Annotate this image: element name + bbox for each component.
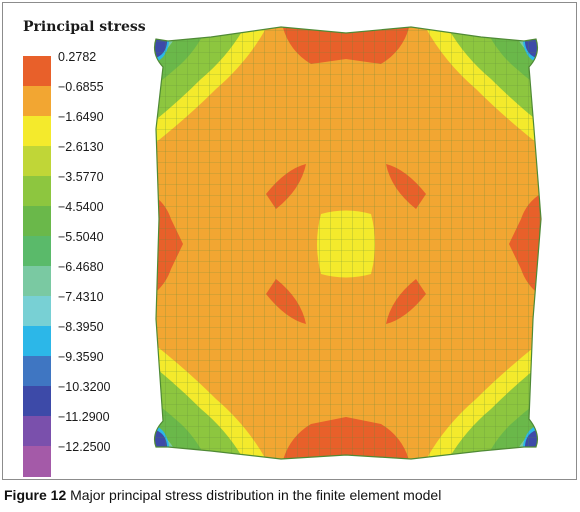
legend-value-label: −11.2900 [58,410,110,424]
legend-swatch [23,176,51,207]
stress-contour-plot [153,26,542,460]
legend-swatch [23,266,51,297]
legend-swatch [23,236,51,267]
legend-value-label: −5.5040 [58,230,104,244]
legend-value-label: −4.5400 [58,200,104,214]
legend-swatch [23,296,51,327]
legend-value-label: −0.6855 [58,80,104,94]
legend-value-label: 0.2782 [58,50,97,64]
figure-number: Figure 12 [4,487,67,503]
legend-value-label: −12.2500 [58,440,111,454]
figure-caption: Figure 12 Major principal stress distrib… [4,487,578,503]
legend-swatch [23,56,51,87]
legend-swatch [23,86,51,117]
legend-swatch [23,386,51,417]
legend-swatch [23,446,51,477]
legend-swatch [23,146,51,177]
legend-value-label: −6.4680 [58,260,104,274]
legend-swatch [23,206,51,237]
legend-swatch [23,356,51,387]
legend-value-label: −7.4310 [58,290,104,304]
figure-frame: Principal stress 0.2782 −0.6855 −1.6490 −2.… [2,2,577,480]
legend-swatch [23,326,51,357]
plate-outline [153,26,542,460]
legend-value-label: −10.3200 [58,380,111,394]
legend-value-label: −2.6130 [58,140,104,154]
legend-title: Principal stress [23,19,146,35]
caption-text: Major principal stress distribution in t… [66,487,442,503]
legend-value-label: −1.6490 [58,110,104,124]
legend-value-label: −9.3590 [58,350,104,364]
plate-mesh [154,27,541,459]
legend-value-label: −3.5770 [58,170,104,184]
legend-value-label: −8.3950 [58,320,104,334]
legend-swatch [23,416,51,447]
legend-swatch [23,116,51,147]
